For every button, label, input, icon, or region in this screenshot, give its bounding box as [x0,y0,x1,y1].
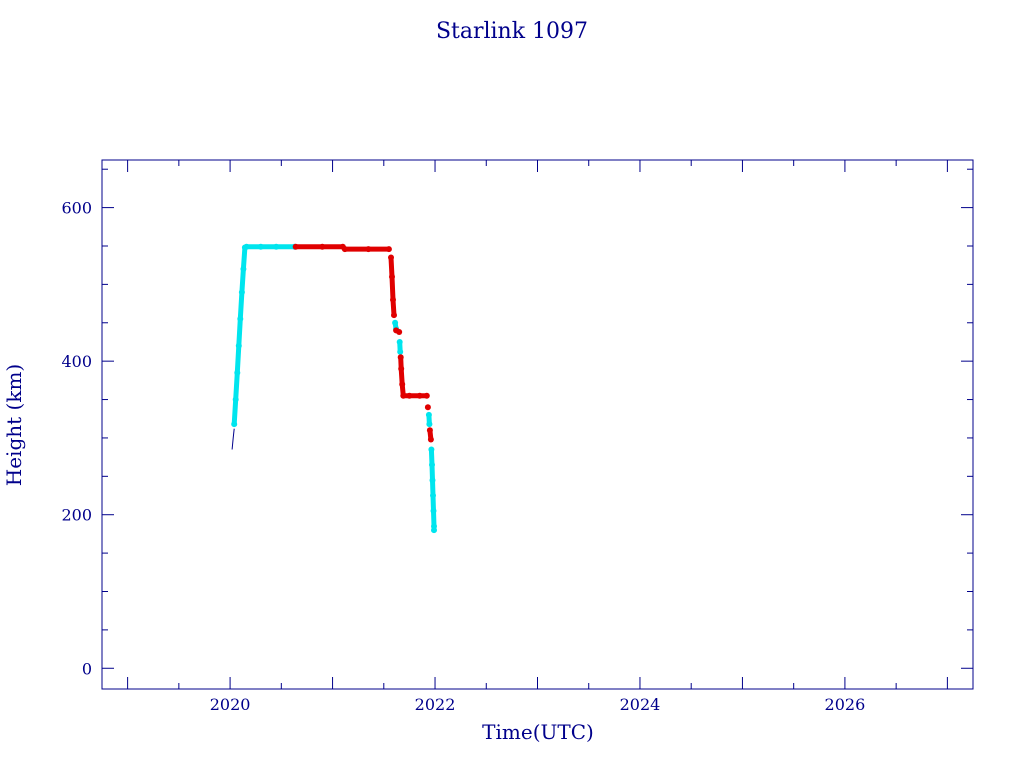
x-tick-label: 2020 [210,695,251,714]
data-point [398,365,405,372]
data-point [425,411,432,418]
data-point [428,446,435,453]
data-point [392,319,399,326]
data-point [243,243,250,250]
series-segment-red [388,254,397,319]
series-segment-cyan [425,411,433,428]
series-segment-cyan [396,339,404,355]
data-point [427,436,434,443]
data-point [319,243,326,250]
data-point [406,392,413,399]
series-line [231,244,298,427]
y-tick-label: 400 [61,352,92,371]
data-point [423,392,430,399]
series-segment-red [393,327,403,335]
x-tick-label: 2022 [415,695,456,714]
y-tick-label: 0 [82,659,92,678]
series-segment-cyan [231,243,298,428]
data-point [426,427,433,434]
series-line [398,354,430,399]
data-point [257,243,264,250]
data-point [385,246,392,253]
data-point [426,421,433,428]
x-tick-label: 2026 [825,695,866,714]
data-point [389,273,395,280]
y-axis-label: Height (km) [2,364,26,486]
data-point [273,243,280,250]
series-segment-cyan [428,446,437,534]
chart-title: Starlink 1097 [436,19,588,44]
data-point [429,477,436,484]
data-point [292,243,299,250]
axis-ticks: 2020 2022 2024 2026 0 200 400 600 [61,160,973,714]
data-point [390,296,396,303]
data-point [424,404,431,411]
series-segment-red [397,354,430,399]
series-line [428,447,437,533]
data-point [240,266,247,272]
data-point [341,246,348,253]
trace-line [231,428,235,450]
data-point [400,392,407,399]
x-axis-label: Time(UTC) [482,720,594,744]
data-point [430,492,436,499]
data-point [397,348,404,355]
data-point [416,392,423,399]
data-point [396,339,403,345]
data-point [397,354,404,361]
data-point [430,507,437,514]
series-segment-red [424,404,431,411]
data-point [237,315,244,322]
data-point [232,396,239,403]
series-segment-red [426,427,434,443]
data-point [365,246,372,253]
x-tick-label: 2024 [620,695,661,714]
data-point [235,342,242,349]
data-point [431,527,437,534]
y-tick-label: 200 [61,506,92,525]
data-point [388,254,394,261]
data-point [396,329,403,335]
data-point [238,289,245,296]
data-series [231,243,437,534]
y-tick-label: 600 [61,199,92,218]
data-point [429,461,435,468]
series-line [388,255,397,318]
data-point [234,369,241,376]
data-point [391,312,397,319]
data-point [231,421,238,428]
series-segment-red [292,243,392,253]
data-point [399,381,406,388]
